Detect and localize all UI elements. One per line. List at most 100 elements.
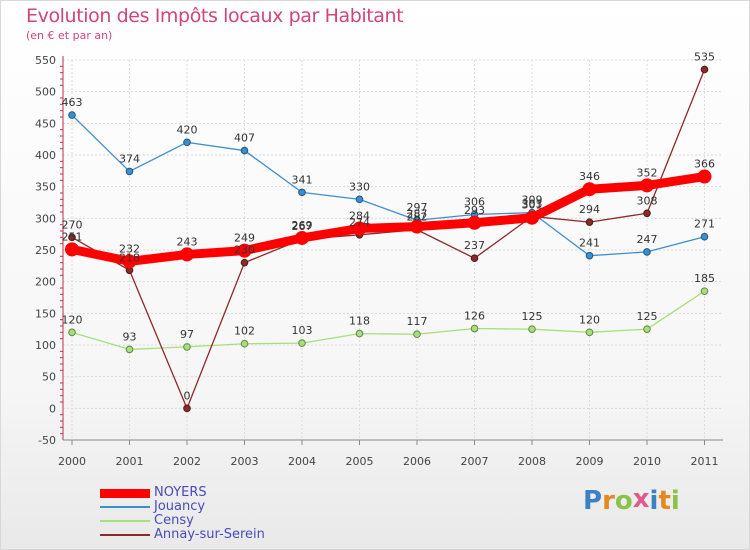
point-censy-2007 — [470, 324, 479, 333]
data-label-noyers-2011: 366 — [694, 158, 715, 171]
point-noyers-2000 — [65, 242, 79, 257]
point-noyers-2007 — [467, 215, 482, 230]
point-jouancy-2005 — [355, 195, 364, 204]
y-tick-label: 400 — [35, 149, 56, 162]
point-jouancy-2002 — [183, 138, 191, 147]
point-jouancy-2009 — [585, 251, 594, 260]
data-label-censy-2000: 120 — [62, 313, 83, 326]
data-label-censy-2011: 185 — [694, 272, 715, 285]
point-annay-sur-serein-2009 — [585, 218, 594, 226]
data-label-censy-2008: 125 — [522, 310, 543, 323]
legend-label-annay-sur-serein: Annay-sur-Serein — [154, 527, 265, 542]
point-noyers-2008 — [525, 210, 539, 225]
y-tick-label: 0 — [49, 402, 56, 415]
data-label-jouancy-2003: 407 — [234, 132, 255, 145]
data-label-annay-sur-serein-2002: 0 — [184, 389, 191, 402]
series-line-censy — [71, 290, 706, 351]
data-label-noyers-2003: 249 — [234, 232, 255, 245]
logo-letter: r — [602, 486, 615, 516]
data-label-annay-sur-serein-2006: 282 — [407, 211, 428, 224]
data-label-censy-2003: 102 — [234, 325, 255, 338]
data-label-annay-sur-serein-2010: 308 — [637, 194, 658, 207]
data-label-annay-sur-serein-2005: 274 — [349, 216, 370, 229]
data-label-jouancy-2009: 241 — [579, 237, 600, 250]
data-label-noyers-2001: 232 — [119, 242, 140, 255]
logo-letter: o — [614, 486, 633, 516]
data-label-censy-2007: 126 — [464, 310, 485, 323]
data-label-annay-sur-serein-2008: 303 — [522, 197, 543, 210]
point-annay-sur-serein-2002 — [183, 404, 191, 413]
y-tick-label: 350 — [35, 181, 56, 194]
x-tick-label-2004: 2004 — [288, 455, 316, 468]
data-label-noyers-2010: 352 — [637, 166, 658, 179]
legend-swatch-censy — [100, 520, 150, 522]
x-tick-label-2002: 2002 — [173, 455, 201, 468]
series-line-annay-sur-serein — [71, 68, 706, 409]
point-censy-2001 — [125, 345, 134, 354]
legend-label-censy: Censy — [154, 513, 194, 528]
logo-letter: x — [632, 484, 650, 514]
data-label-noyers-2009: 346 — [579, 170, 600, 183]
logo-letter: t — [658, 486, 671, 516]
point-censy-2004 — [298, 339, 306, 347]
proxiti-logo: Proxiti — [583, 484, 680, 516]
legend: NOYERS Jouancy Censy Annay-sur-Serein — [100, 486, 265, 542]
y-tick-label: 50 — [42, 371, 56, 384]
point-annay-sur-serein-2007 — [470, 254, 479, 263]
grid — [63, 59, 723, 441]
y-tick-label: 450 — [35, 117, 56, 130]
data-label-noyers-2005: 284 — [349, 209, 370, 222]
data-label-jouancy-2002: 420 — [177, 123, 198, 136]
data-label-jouancy-2001: 374 — [119, 152, 140, 165]
point-jouancy-2001 — [125, 167, 134, 176]
point-censy-2009 — [585, 328, 594, 337]
data-label-noyers-2007: 293 — [464, 204, 485, 217]
data-label-annay-sur-serein-2007: 237 — [464, 239, 485, 252]
data-label-jouancy-2000: 463 — [62, 96, 83, 109]
point-jouancy-2010 — [643, 248, 651, 256]
point-noyers-2003 — [237, 243, 252, 258]
data-label-jouancy-2006: 297 — [407, 201, 428, 214]
data-label-jouancy-2005: 330 — [349, 180, 370, 193]
point-censy-2010 — [643, 325, 651, 333]
data-label-noyers-2006: 287 — [407, 208, 428, 221]
data-labels: 463 374 420 407 341 330 297 306 309 241 247 271 120 9… — [62, 51, 716, 403]
legend-swatch-jouancy — [100, 506, 150, 508]
data-label-jouancy-2011: 271 — [694, 218, 715, 231]
point-censy-2005 — [355, 329, 364, 338]
point-noyers-2004 — [295, 230, 309, 245]
series-line-noyers — [67, 172, 709, 266]
y-tick-label: 500 — [35, 86, 56, 99]
axes: -50 0 50 100 150 200 250 300 350 400 450 500 550 2000… — [35, 54, 723, 468]
point-noyers-2005 — [352, 221, 367, 236]
point-censy-2003 — [240, 339, 249, 348]
point-noyers-2009 — [582, 182, 597, 197]
chart-title: Evolution des Impôts locaux par Habitant — [26, 5, 404, 27]
point-censy-2011 — [700, 287, 709, 295]
data-label-annay-sur-serein-2001: 218 — [119, 251, 140, 264]
point-censy-2002 — [183, 343, 191, 351]
point-censy-2008 — [528, 325, 536, 333]
x-tick-label-2001: 2001 — [116, 455, 144, 468]
y-tick-label: 300 — [35, 212, 56, 225]
logo-letter: i — [670, 486, 680, 516]
point-censy-2000 — [68, 328, 76, 337]
x-tick-label-2009: 2009 — [576, 455, 604, 468]
legend-label-noyers: NOYERS — [154, 485, 207, 500]
y-tick-label: 550 — [35, 54, 56, 67]
series-noyers — [65, 169, 712, 269]
data-label-jouancy-2008: 309 — [522, 194, 543, 207]
data-label-noyers-2008: 301 — [522, 199, 543, 212]
data-label-censy-2009: 120 — [579, 313, 600, 326]
data-label-censy-2006: 117 — [407, 315, 428, 328]
logo-letter: P — [583, 486, 603, 516]
chart-subtitle: (en € et par an) — [26, 29, 113, 42]
data-label-jouancy-2007: 306 — [464, 196, 485, 209]
data-label-noyers-2002: 243 — [177, 235, 198, 248]
point-noyers-2011 — [697, 169, 712, 184]
point-jouancy-2011 — [700, 232, 709, 241]
y-tick-label: 250 — [35, 244, 56, 257]
x-tick-label-2010: 2010 — [633, 455, 661, 468]
point-noyers-2002 — [180, 247, 194, 262]
